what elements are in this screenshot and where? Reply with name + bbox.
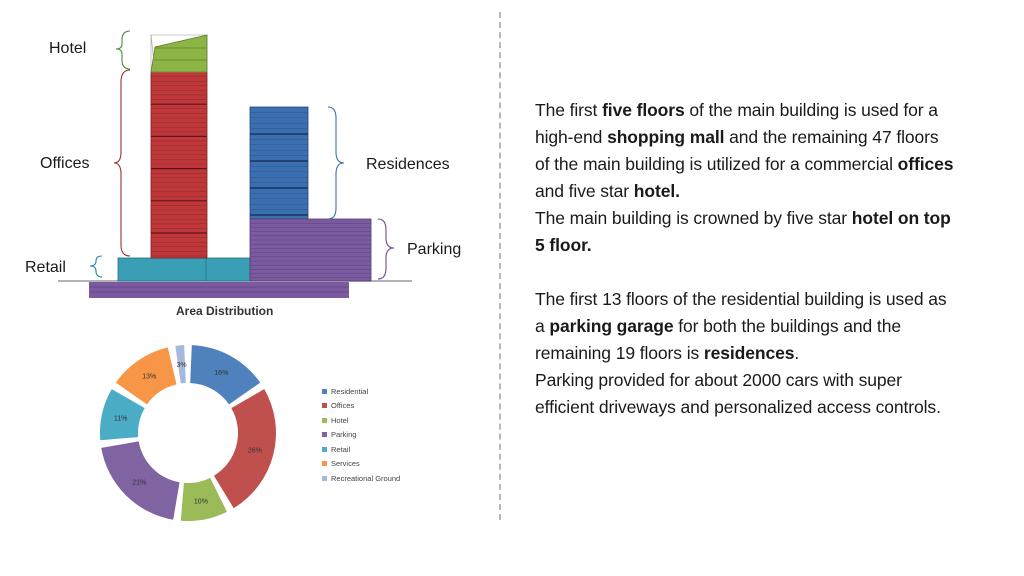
- legend-swatch: [322, 417, 327, 423]
- legend-swatch: [322, 475, 327, 481]
- legend-item: Recreational Ground: [322, 471, 400, 486]
- legend-item: Parking: [322, 428, 400, 443]
- chart-legend: Residential Offices Hotel Parking Retail Serv…: [322, 384, 400, 486]
- office-tower: [150, 71, 208, 259]
- text-run: The first: [535, 100, 603, 120]
- donut-slice-parking: [101, 441, 180, 520]
- legend-swatch: [322, 432, 327, 438]
- legend-label: Recreational Ground: [331, 473, 401, 483]
- donut-label: 26%: [248, 448, 262, 455]
- text-run: hotel.: [633, 181, 680, 201]
- paragraph-hotel-crown: The main building is crowned by five sta…: [535, 205, 955, 259]
- text-run: Parking provided for about 2000 cars wit…: [535, 370, 941, 417]
- residential-tower: [249, 106, 309, 220]
- donut-label: 16%: [214, 370, 228, 377]
- residences-brace: [327, 106, 345, 220]
- donut-label: 13%: [142, 373, 156, 380]
- chart-title: Area Distribution: [176, 304, 274, 318]
- legend-swatch: [322, 403, 327, 409]
- donut-slice-hotel: [180, 477, 227, 521]
- parking-podium: [249, 218, 372, 282]
- legend-item: Offices: [322, 399, 400, 414]
- text-run: hotel on top 5 floor.: [535, 208, 951, 255]
- text-run: five floors: [602, 100, 685, 120]
- building-section-diagram: [58, 30, 412, 298]
- text-run: The first 13 floors of the residential b…: [535, 289, 947, 336]
- donut-label: 11%: [114, 415, 128, 422]
- legend-item: Hotel: [322, 413, 400, 428]
- donut-slice-offices: [213, 389, 276, 509]
- text-run: for both the buildings and the remaining…: [535, 316, 901, 363]
- text-run: offices: [897, 154, 954, 174]
- paragraph-parking-capacity: Parking provided for about 2000 cars wit…: [535, 367, 955, 421]
- paragraph-mall-offices-hotel: The first five floors of the main buildi…: [535, 97, 955, 205]
- text-run: residences: [703, 343, 795, 363]
- donut-label: 21%: [132, 479, 146, 486]
- donut-slice-retail: [100, 389, 145, 441]
- legend-label: Retail: [331, 444, 351, 454]
- text-run: .: [794, 343, 800, 363]
- offices-label: Offices: [40, 155, 90, 172]
- legend-label: Services: [331, 459, 360, 469]
- residences-label: Residences: [366, 156, 450, 173]
- donut-label: 3%: [176, 362, 186, 369]
- hotel-crown: [150, 34, 208, 73]
- legend-item: Retail: [322, 442, 400, 457]
- hotel-label: Hotel: [49, 40, 87, 57]
- text-run: The main building is crowned by five sta…: [535, 208, 852, 228]
- donut-label: 10%: [194, 498, 208, 505]
- retail-brace: [89, 255, 103, 278]
- text-run: and the remaining 47 floors of the main …: [535, 127, 939, 174]
- legend-label: Hotel: [331, 415, 349, 425]
- basement-parking: [89, 282, 349, 298]
- parking-label: Parking: [407, 241, 462, 258]
- description-panel: The first five floors of the main buildi…: [535, 97, 955, 421]
- text-run: of the main building is used for a high-…: [535, 100, 938, 147]
- dashed-divider: [499, 12, 501, 520]
- text-run: shopping mall: [607, 127, 725, 147]
- legend-item: Services: [322, 457, 400, 472]
- legend-swatch: [322, 388, 327, 394]
- donut-slice-recreational-ground: [175, 345, 186, 384]
- legend-item: Residential: [322, 384, 400, 399]
- retail-block: [117, 257, 251, 282]
- area-distribution-donut: 16% 26% 10% 21% 11% 13% 3%: [100, 345, 276, 521]
- legend-swatch: [322, 461, 327, 467]
- retail-label: Retail: [25, 259, 66, 276]
- donut-slice-residential: [190, 345, 261, 405]
- offices-brace: [113, 69, 131, 257]
- parking-brace: [377, 218, 395, 280]
- legend-swatch: [322, 446, 327, 452]
- text-run: parking garage: [549, 316, 674, 336]
- legend-label: Parking: [331, 430, 357, 440]
- legend-label: Offices: [331, 401, 355, 411]
- paragraph-parking-residences: The first 13 floors of the residential b…: [535, 286, 955, 367]
- donut-slice-services: [115, 347, 177, 405]
- hotel-brace: [115, 30, 131, 70]
- text-run: and five star: [535, 181, 634, 201]
- legend-label: Residential: [331, 386, 369, 396]
